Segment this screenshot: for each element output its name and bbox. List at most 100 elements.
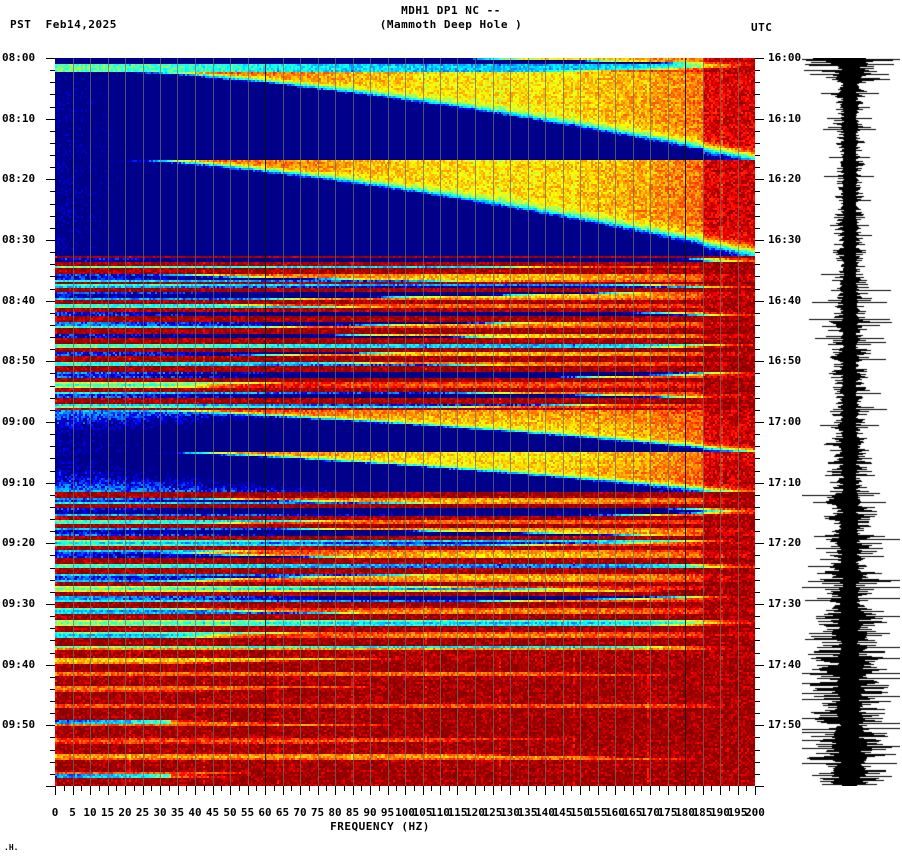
minor-frequency-tick [659,786,660,791]
frequency-tick-label: 35 [170,806,185,819]
major-frequency-tick [73,786,74,795]
major-time-tick [46,725,55,726]
minor-time-tick [755,519,760,520]
minor-time-tick [755,289,760,290]
frequency-gridline [457,58,458,786]
minor-time-tick [755,713,760,714]
minor-time-tick [50,677,55,678]
frequency-gridline [353,58,354,786]
minor-time-tick [50,349,55,350]
major-frequency-tick [90,786,91,795]
major-frequency-tick [178,786,179,795]
minor-time-tick [755,373,760,374]
major-frequency-tick [213,786,214,795]
frequency-axis-title: FREQUENCY (HZ) [330,820,430,833]
minor-time-tick [755,70,760,71]
major-time-tick [755,58,764,59]
frequency-tick-label: 70 [293,806,307,819]
frequency-tick-label: 5 [69,806,76,819]
frequency-tick-label: 40 [188,806,202,819]
minor-time-tick [50,276,55,277]
frequency-tick-label: 115 [447,806,468,819]
minor-frequency-tick [729,786,730,791]
major-time-tick [755,240,764,241]
frequency-tick-label: 65 [275,806,290,819]
minor-time-tick [50,143,55,144]
minor-time-tick [50,289,55,290]
minor-time-tick [755,252,760,253]
frequency-tick-label: 75 [310,806,325,819]
minor-time-tick [50,762,55,763]
spectrogram-plot[interactable] [55,58,755,786]
minor-time-tick [755,107,760,108]
major-frequency-tick [440,786,441,795]
minor-time-tick [50,568,55,569]
station-code-line: MDH1 DP1 NC -- [401,4,501,17]
minor-time-tick [755,313,760,314]
major-time-tick [46,422,55,423]
major-frequency-tick [633,786,634,795]
major-frequency-tick [353,786,354,795]
frequency-tick-label: 165 [622,806,643,819]
minor-frequency-tick [169,786,170,791]
major-frequency-tick [405,786,406,795]
frequency-tick-label: 170 [640,806,660,819]
minor-time-tick [50,94,55,95]
minor-frequency-tick [431,786,432,791]
minor-time-tick [50,70,55,71]
minor-time-tick [755,653,760,654]
minor-time-tick [50,386,55,387]
minor-frequency-tick [291,786,292,791]
minor-time-tick [50,555,55,556]
minor-time-tick [755,191,760,192]
frequency-gridline [248,58,249,786]
frequency-gridline [685,58,686,786]
frequency-tick-label: 25 [135,806,150,819]
major-frequency-tick [545,786,546,795]
frequency-tick-label: 15 [100,806,115,819]
minor-time-tick [755,94,760,95]
minor-time-tick [755,167,760,168]
frequency-tick-label: 45 [205,806,220,819]
frequency-gridline [90,58,91,786]
minor-time-tick [50,774,55,775]
minor-time-tick [50,507,55,508]
frequency-gridline [738,58,739,786]
right-time-label: 17:20 [768,536,802,549]
frequency-gridline [545,58,546,786]
frequency-tick-label: 190 [710,806,730,819]
minor-time-tick [50,689,55,690]
left-time-label: 09:00 [2,415,36,428]
minor-time-tick [50,373,55,374]
major-time-tick [755,119,764,120]
frequency-gridline [265,58,266,786]
major-time-tick [46,179,55,180]
frequency-gridline [177,58,178,786]
frequency-tick-label: 10 [83,806,97,819]
minor-time-tick [755,349,760,350]
frequency-gridline [125,58,126,786]
frequency-tick-label: 180 [675,806,695,819]
major-time-tick [755,665,764,666]
left-time-label: 09:10 [2,476,36,489]
minor-frequency-tick [309,786,310,791]
major-time-tick [46,119,55,120]
frequency-tick-label: 0 [51,806,59,819]
minor-time-tick [50,580,55,581]
minor-time-tick [50,131,55,132]
minor-frequency-tick [501,786,502,791]
frequency-gridline [230,58,231,786]
minor-frequency-tick [641,786,642,791]
major-time-tick [755,604,764,605]
minor-frequency-tick [64,786,65,791]
left-time-label: 08:40 [2,294,36,307]
minor-frequency-tick [239,786,240,791]
minor-time-tick [50,616,55,617]
minor-frequency-tick [624,786,625,791]
minor-frequency-tick [694,786,695,791]
minor-time-tick [755,774,760,775]
minor-frequency-tick [536,786,537,791]
page-title: MDH1 DP1 NC -- (Mammoth Deep Hole ) [0,4,902,32]
left-time-label: 08:50 [2,354,36,367]
frequency-tick-label: 30 [153,806,167,819]
